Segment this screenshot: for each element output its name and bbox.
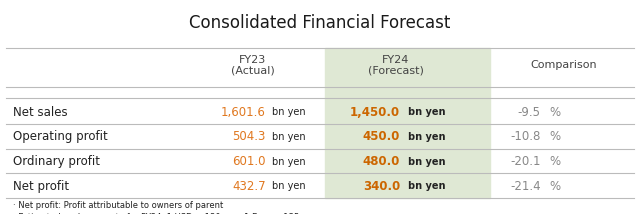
Text: 1,601.6: 1,601.6 bbox=[221, 106, 266, 119]
Text: 432.7: 432.7 bbox=[232, 180, 266, 193]
Text: %: % bbox=[549, 180, 560, 193]
Text: Consolidated Financial Forecast: Consolidated Financial Forecast bbox=[189, 14, 451, 32]
Text: Net profit: Net profit bbox=[13, 180, 69, 193]
Text: bn yen: bn yen bbox=[408, 157, 446, 166]
Text: -10.8: -10.8 bbox=[511, 131, 541, 143]
Text: 1,450.0: 1,450.0 bbox=[350, 106, 400, 119]
Text: -9.5: -9.5 bbox=[518, 106, 541, 119]
Text: -20.1: -20.1 bbox=[510, 155, 541, 168]
Text: 450.0: 450.0 bbox=[363, 131, 400, 143]
Text: Comparison: Comparison bbox=[530, 60, 596, 70]
Text: %: % bbox=[549, 155, 560, 168]
Text: %: % bbox=[549, 131, 560, 143]
Text: · Estimated exchange rate for FY24: 1 USD = 130 yen, 1 Euro = 135 yen.: · Estimated exchange rate for FY24: 1 US… bbox=[13, 213, 320, 214]
Text: · Net profit: Profit attributable to owners of parent: · Net profit: Profit attributable to own… bbox=[13, 201, 223, 210]
Text: 601.0: 601.0 bbox=[232, 155, 266, 168]
Text: bn yen: bn yen bbox=[272, 157, 306, 166]
Text: -21.4: -21.4 bbox=[510, 180, 541, 193]
Text: Net sales: Net sales bbox=[13, 106, 67, 119]
Text: 340.0: 340.0 bbox=[363, 180, 400, 193]
Text: bn yen: bn yen bbox=[272, 107, 306, 117]
Text: 480.0: 480.0 bbox=[363, 155, 400, 168]
Text: FY24: FY24 bbox=[382, 55, 409, 65]
Text: (Forecast): (Forecast) bbox=[367, 66, 424, 76]
Text: 504.3: 504.3 bbox=[232, 131, 266, 143]
Text: bn yen: bn yen bbox=[408, 107, 446, 117]
Text: (Actual): (Actual) bbox=[231, 66, 275, 76]
Text: bn yen: bn yen bbox=[408, 132, 446, 142]
Text: bn yen: bn yen bbox=[272, 132, 306, 142]
Text: FY23: FY23 bbox=[239, 55, 266, 65]
Text: bn yen: bn yen bbox=[408, 181, 446, 191]
Text: Operating profit: Operating profit bbox=[13, 131, 108, 143]
Text: bn yen: bn yen bbox=[272, 181, 306, 191]
Text: Ordinary profit: Ordinary profit bbox=[13, 155, 100, 168]
Text: %: % bbox=[549, 106, 560, 119]
